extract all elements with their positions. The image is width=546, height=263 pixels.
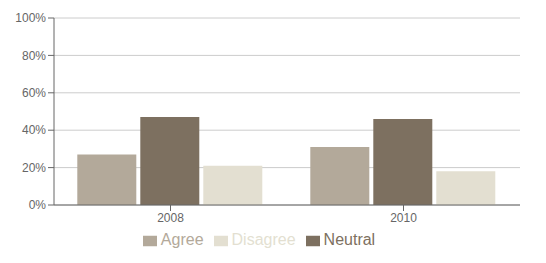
svg-text:0%: 0% xyxy=(29,198,47,212)
svg-text:2008: 2008 xyxy=(157,211,184,225)
svg-text:80%: 80% xyxy=(22,49,46,63)
html-text:Agree: Agree xyxy=(160,231,204,248)
svg-text:60%: 60% xyxy=(22,86,46,100)
html-text:Disagree: Disagree xyxy=(231,231,296,248)
svg-text:100%: 100% xyxy=(15,11,46,25)
svg-text:20%: 20% xyxy=(22,161,46,175)
svg-text:40%: 40% xyxy=(22,123,46,137)
html-text:Neutral: Neutral xyxy=(323,231,376,248)
svg-text:2010: 2010 xyxy=(390,211,417,225)
